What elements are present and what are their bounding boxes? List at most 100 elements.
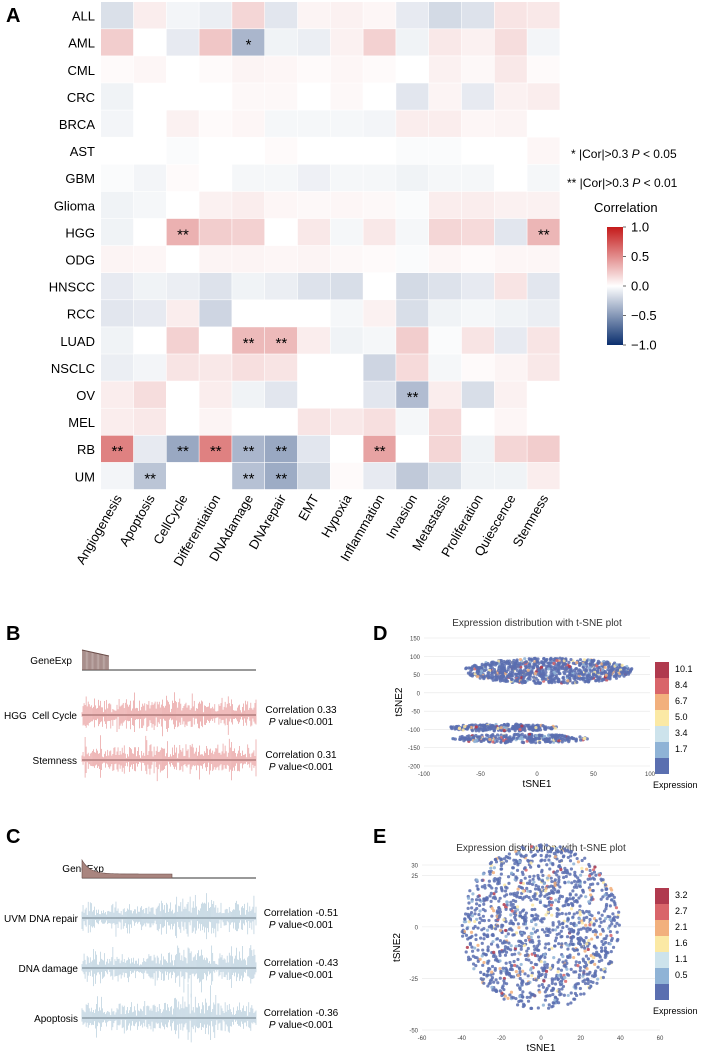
tsne-point xyxy=(615,930,619,934)
tsne-point xyxy=(481,872,485,876)
tsne-point xyxy=(482,981,486,985)
tsne-point xyxy=(547,1006,551,1010)
tsne-point xyxy=(576,937,580,941)
tsne-point xyxy=(532,874,536,878)
tsne-point xyxy=(496,726,500,730)
heatmap-cell xyxy=(199,273,232,300)
tsne-point xyxy=(526,676,531,680)
tsne-point xyxy=(580,676,584,680)
heatmap-cell xyxy=(232,300,265,327)
tsne-point xyxy=(581,665,585,669)
heatmap-legend: * |Cor|>0.3 P < 0.05 ** |Cor|>0.3 P < 0.… xyxy=(567,147,678,353)
tsne-point xyxy=(481,675,485,679)
heatmap-cell xyxy=(166,218,199,246)
tsne-point xyxy=(556,967,560,971)
tsne-point xyxy=(530,907,534,912)
tsne-point xyxy=(488,740,492,744)
tsne-point xyxy=(564,912,568,916)
tsne-point xyxy=(605,951,609,955)
tsne-point xyxy=(510,660,515,665)
tsne-point xyxy=(558,885,562,889)
tsne-point xyxy=(569,854,573,858)
tsne-point xyxy=(538,990,542,994)
tsne-point xyxy=(527,665,531,669)
tsne-point xyxy=(580,945,584,949)
tsne-point xyxy=(490,933,494,937)
tsne-point xyxy=(538,740,542,745)
heatmap-cell xyxy=(199,218,232,246)
tsne-point xyxy=(551,861,555,866)
heatmap-cell xyxy=(363,273,396,300)
tsne-point xyxy=(500,950,505,954)
tsne-point xyxy=(525,894,529,898)
tsne-point xyxy=(575,982,579,986)
tsne-point xyxy=(601,927,605,932)
significance-mark: ** xyxy=(243,335,255,352)
tsne-point xyxy=(490,670,494,674)
heatmap-cell xyxy=(363,300,396,327)
tsne-point xyxy=(478,898,482,902)
tsne-point xyxy=(571,897,575,901)
tsne-point xyxy=(565,868,569,872)
tsne-point xyxy=(518,995,522,999)
tsne-point xyxy=(508,856,512,860)
tsne-point xyxy=(542,656,546,661)
legend-swatch xyxy=(655,952,669,968)
tsne-point xyxy=(571,681,575,685)
tsne-point xyxy=(560,911,564,916)
heatmap-cell xyxy=(265,300,298,327)
tsne-point xyxy=(601,895,605,899)
heatmap-cell xyxy=(101,462,134,490)
tsne-point xyxy=(577,960,582,965)
y-tick-label: -25 xyxy=(409,977,418,983)
tsne-point xyxy=(587,938,591,943)
tsne-point xyxy=(583,946,587,950)
heatmap-cell xyxy=(232,110,265,137)
tsne-point xyxy=(525,995,529,999)
tsne-point xyxy=(572,997,576,1001)
tsne-point xyxy=(552,657,556,662)
tsne-point xyxy=(495,661,499,665)
tsne-point xyxy=(478,909,482,913)
tsne-point xyxy=(502,728,506,733)
tsne-point xyxy=(532,917,536,921)
tsne-point xyxy=(585,967,589,971)
legend-title: Expression xyxy=(653,780,698,790)
tsne-point xyxy=(583,856,587,860)
row-label: RCC xyxy=(67,307,95,322)
gene-exp-bar xyxy=(89,651,91,670)
significance-mark: ** xyxy=(407,389,419,406)
track-label: GeneExp xyxy=(30,656,72,667)
tsne-point xyxy=(516,1003,520,1007)
cancer-label: HGG xyxy=(4,711,27,722)
tsne-point xyxy=(528,875,532,879)
tsne-point xyxy=(482,902,486,906)
heatmap-cell xyxy=(265,435,298,463)
tsne-point xyxy=(604,904,609,908)
tsne-point xyxy=(527,727,531,731)
tsne-point xyxy=(596,977,600,981)
tsne-point xyxy=(520,983,524,987)
panel-d-tsne: Expression distribution with t-SNE plot 1… xyxy=(394,618,698,790)
tsne-point xyxy=(557,973,561,978)
tsne-point xyxy=(519,962,523,967)
tsne-point xyxy=(533,887,538,891)
tsne-point xyxy=(613,924,617,928)
legend-swatch xyxy=(655,694,669,710)
heatmap-cell xyxy=(494,191,527,219)
heatmap-cell xyxy=(494,29,527,56)
tsne-point xyxy=(514,996,518,1001)
tsne-point xyxy=(553,944,557,948)
tsne-point xyxy=(498,953,502,958)
tsne-point xyxy=(583,736,587,740)
tsne-point xyxy=(471,954,475,958)
tsne-point xyxy=(537,673,542,678)
heatmap-cell xyxy=(265,327,298,354)
heatmap-cell xyxy=(297,110,330,137)
significance-mark: ** xyxy=(243,470,255,487)
heatmap-cell xyxy=(396,218,429,246)
tsne-point xyxy=(497,906,501,910)
tsne-point xyxy=(518,976,522,981)
tsne-point xyxy=(519,680,524,684)
tsne-point xyxy=(568,897,572,901)
